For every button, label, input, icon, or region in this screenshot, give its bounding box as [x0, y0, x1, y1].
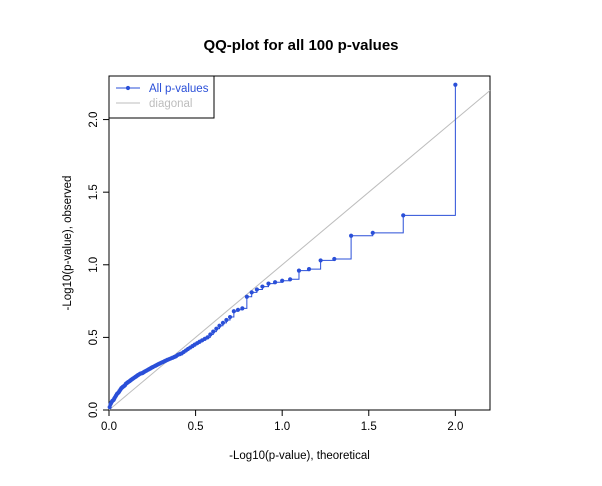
- plot-frame: [108, 75, 491, 411]
- x-tick-label: 1.0: [274, 421, 290, 433]
- x-tick-label: 0.5: [188, 421, 204, 433]
- data-point: [280, 278, 285, 283]
- data-point: [205, 335, 210, 340]
- y-tick-label: 0.5: [88, 329, 100, 345]
- data-point: [332, 256, 337, 262]
- x-tick-label: 0.0: [101, 421, 117, 433]
- data-point: [208, 332, 213, 337]
- chart-title: QQ-plot for all 100 p-values: [203, 37, 398, 54]
- data-point: [254, 287, 259, 292]
- data-point: [235, 307, 241, 312]
- data-point: [244, 294, 249, 299]
- x-tick-label: 1.5: [361, 421, 377, 433]
- data-point: [240, 306, 245, 311]
- legend-box: [108, 75, 215, 119]
- data-point: [349, 233, 354, 238]
- data-point: [266, 281, 271, 286]
- data-point: [231, 309, 236, 314]
- data-point: [306, 267, 312, 272]
- data-point: [370, 230, 375, 235]
- x-axis: 0.0 0.5 1.0 1.5 2.0: [101, 410, 463, 433]
- legend: All p-values diagonal: [108, 75, 215, 119]
- data-point: [211, 329, 216, 334]
- data-point: [296, 268, 302, 273]
- x-tick-label: 2.0: [447, 421, 463, 433]
- y-tick-label: 0.0: [88, 402, 100, 418]
- y-tick-label: 2.0: [88, 112, 100, 128]
- y-axis: 0.0 0.5 1.0 1.5 2.0: [88, 112, 109, 418]
- legend-label-diagonal: diagonal: [149, 98, 192, 110]
- data-point: [214, 326, 219, 331]
- data-point: [318, 258, 323, 263]
- data-point: [224, 317, 229, 323]
- data-point: [401, 213, 406, 218]
- data-point: [217, 323, 222, 328]
- data-point: [227, 314, 233, 320]
- step-line: [109, 84, 456, 408]
- y-tick-label: 1.5: [88, 184, 100, 200]
- data-point: [288, 277, 293, 282]
- data-point: [249, 290, 254, 295]
- data-point: [260, 284, 265, 289]
- plot-area: [107, 82, 491, 411]
- data-points: [107, 82, 458, 410]
- y-tick-label: 1.0: [88, 257, 100, 273]
- y-axis-label: -Log10(p-value), observed: [62, 176, 74, 311]
- x-axis-label: -Log10(p-value), theoretical: [229, 450, 370, 462]
- legend-label-all-pvalues: All p-values: [149, 83, 209, 95]
- data-point: [453, 82, 458, 87]
- data-point: [272, 280, 278, 285]
- legend-swatch-dot-all-pvalues: [125, 85, 131, 91]
- data-point: [220, 320, 226, 325]
